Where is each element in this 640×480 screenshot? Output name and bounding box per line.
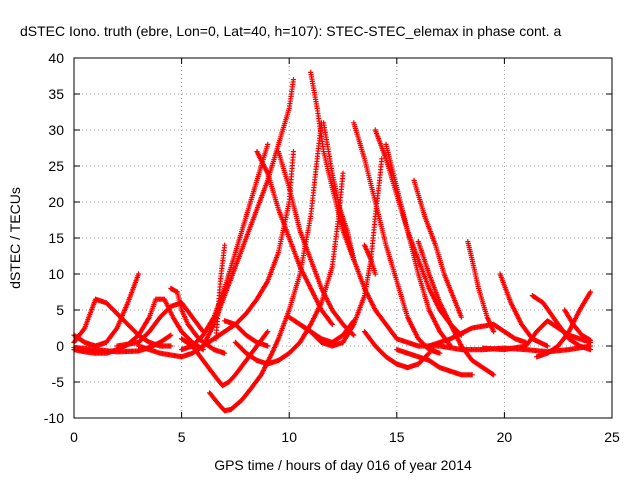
x-tick-label: 10 bbox=[281, 429, 297, 445]
data-point bbox=[340, 170, 346, 176]
series-arc-23 bbox=[372, 127, 464, 338]
chart-title: dSTEC Iono. truth (ebre, Lon=0, Lat=40, … bbox=[20, 23, 561, 39]
data-point bbox=[265, 343, 271, 349]
data-point bbox=[329, 321, 335, 327]
data-point bbox=[135, 271, 142, 277]
y-tick-label: 20 bbox=[48, 194, 64, 210]
x-tick-labels: 0 5 10 15 20 25 bbox=[70, 429, 620, 445]
data-point bbox=[350, 331, 356, 337]
data-points bbox=[71, 69, 594, 414]
data-point bbox=[167, 333, 173, 339]
y-tick-label: 30 bbox=[48, 122, 64, 138]
x-tick-label: 15 bbox=[389, 429, 405, 445]
y-tick-label: 10 bbox=[48, 266, 64, 282]
y-axis-label: dSTEC / TECUs bbox=[7, 187, 23, 289]
series-arc-5 bbox=[114, 300, 206, 349]
y-tick-label: 15 bbox=[48, 230, 64, 246]
series-arc-12 bbox=[213, 242, 228, 342]
series-arc-14 bbox=[254, 149, 335, 327]
x-axis-label: GPS time / hours of day 016 of year 2014 bbox=[214, 457, 472, 473]
x-tick-label: 20 bbox=[497, 429, 513, 445]
series-arc-6 bbox=[168, 285, 228, 356]
data-point bbox=[351, 332, 357, 338]
data-point bbox=[290, 149, 297, 155]
series-arc-17 bbox=[232, 170, 346, 367]
data-point bbox=[222, 242, 228, 248]
data-point bbox=[265, 329, 271, 335]
series-arc-2 bbox=[71, 271, 142, 349]
data-point bbox=[168, 332, 174, 338]
data-point bbox=[265, 141, 271, 147]
y-tick-label: -10 bbox=[44, 410, 64, 426]
y-tick-label: 40 bbox=[48, 50, 64, 66]
series-arc-21 bbox=[336, 203, 357, 263]
x-tick-label: 0 bbox=[70, 429, 78, 445]
data-point bbox=[351, 257, 357, 263]
data-point bbox=[81, 326, 87, 332]
x-tick-label: 5 bbox=[178, 429, 186, 445]
series-arc-30 bbox=[465, 239, 497, 335]
data-point bbox=[222, 350, 228, 356]
series-arc-25 bbox=[361, 242, 378, 277]
data-point bbox=[168, 343, 174, 349]
y-tick-label: 25 bbox=[48, 158, 64, 174]
y-tick-labels: -10 -5 0 5 10 15 20 25 30 35 40 bbox=[44, 50, 64, 426]
data-point bbox=[328, 320, 335, 326]
y-tick-label: 0 bbox=[56, 338, 64, 354]
x-tick-label: 25 bbox=[604, 429, 620, 445]
y-tick-label: -5 bbox=[52, 374, 65, 390]
series-arc-13 bbox=[222, 318, 271, 349]
data-point bbox=[113, 326, 119, 332]
series-arc-22 bbox=[351, 120, 443, 356]
data-point bbox=[264, 330, 270, 336]
y-tick-label: 35 bbox=[48, 86, 64, 102]
y-tick-label: 5 bbox=[56, 302, 64, 318]
series-arc-8 bbox=[179, 329, 271, 389]
data-point bbox=[290, 77, 297, 83]
